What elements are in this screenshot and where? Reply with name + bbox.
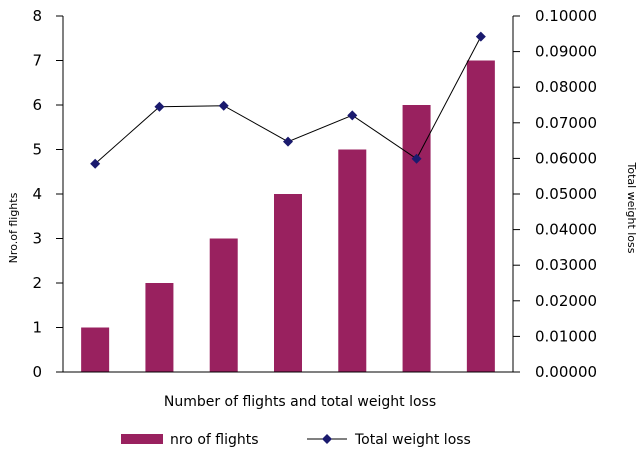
legend-bar-swatch	[121, 434, 163, 444]
bar	[466, 60, 495, 372]
right-tick-label: 0.00000	[535, 363, 597, 381]
left-tick-label: 5	[32, 141, 42, 159]
left-axis-title: Nro.of flights	[7, 192, 20, 263]
right-tick-label: 0.10000	[535, 7, 597, 25]
right-axis-ticks: 0.00000 0.01000 0.02000 0.03000 0.04000 0.050…	[513, 7, 597, 381]
left-axis-ticks: 0 1 2 3 4 5 6 7 8	[32, 7, 63, 381]
bar	[209, 238, 238, 372]
left-tick-label: 4	[32, 185, 42, 203]
left-tick-label: 1	[32, 319, 42, 337]
line-point-marker	[411, 153, 422, 164]
bar	[402, 105, 431, 372]
bar	[145, 283, 174, 372]
right-tick-label: 0.01000	[535, 327, 597, 345]
line-point-marker	[283, 136, 293, 147]
line-point-marker	[90, 158, 101, 169]
bar	[274, 194, 302, 372]
right-tick-label: 0.09000	[535, 43, 597, 61]
left-tick-label: 3	[32, 230, 42, 248]
right-tick-label: 0.04000	[535, 221, 597, 239]
legend-bar-label: nro of flights	[170, 432, 259, 448]
line-point-marker	[154, 101, 165, 112]
right-tick-label: 0.08000	[535, 78, 597, 96]
right-tick-label: 0.07000	[535, 114, 597, 132]
x-axis-title: Number of flights and total weight loss	[164, 394, 436, 410]
right-axis-title: Total weight loss	[625, 161, 638, 253]
line-point-marker	[218, 100, 229, 111]
right-tick-label: 0.02000	[535, 292, 597, 310]
right-tick-label: 0.03000	[535, 256, 597, 274]
bar	[338, 149, 367, 372]
legend-line-label: Total weight loss	[354, 432, 471, 448]
line-point-marker	[475, 31, 486, 42]
left-tick-label: 0	[32, 363, 42, 381]
left-tick-label: 7	[32, 52, 42, 70]
bars-group	[81, 60, 495, 372]
line-point-marker	[347, 110, 358, 121]
left-tick-label: 2	[32, 274, 42, 292]
legend-line-marker	[322, 434, 332, 444]
left-tick-label: 8	[32, 7, 42, 25]
right-tick-label: 0.06000	[535, 149, 597, 167]
left-tick-label: 6	[32, 96, 42, 114]
line-group	[90, 31, 486, 169]
bar	[81, 327, 110, 372]
right-tick-label: 0.05000	[535, 185, 597, 203]
legend: nro of flights Total weight loss	[121, 432, 471, 448]
